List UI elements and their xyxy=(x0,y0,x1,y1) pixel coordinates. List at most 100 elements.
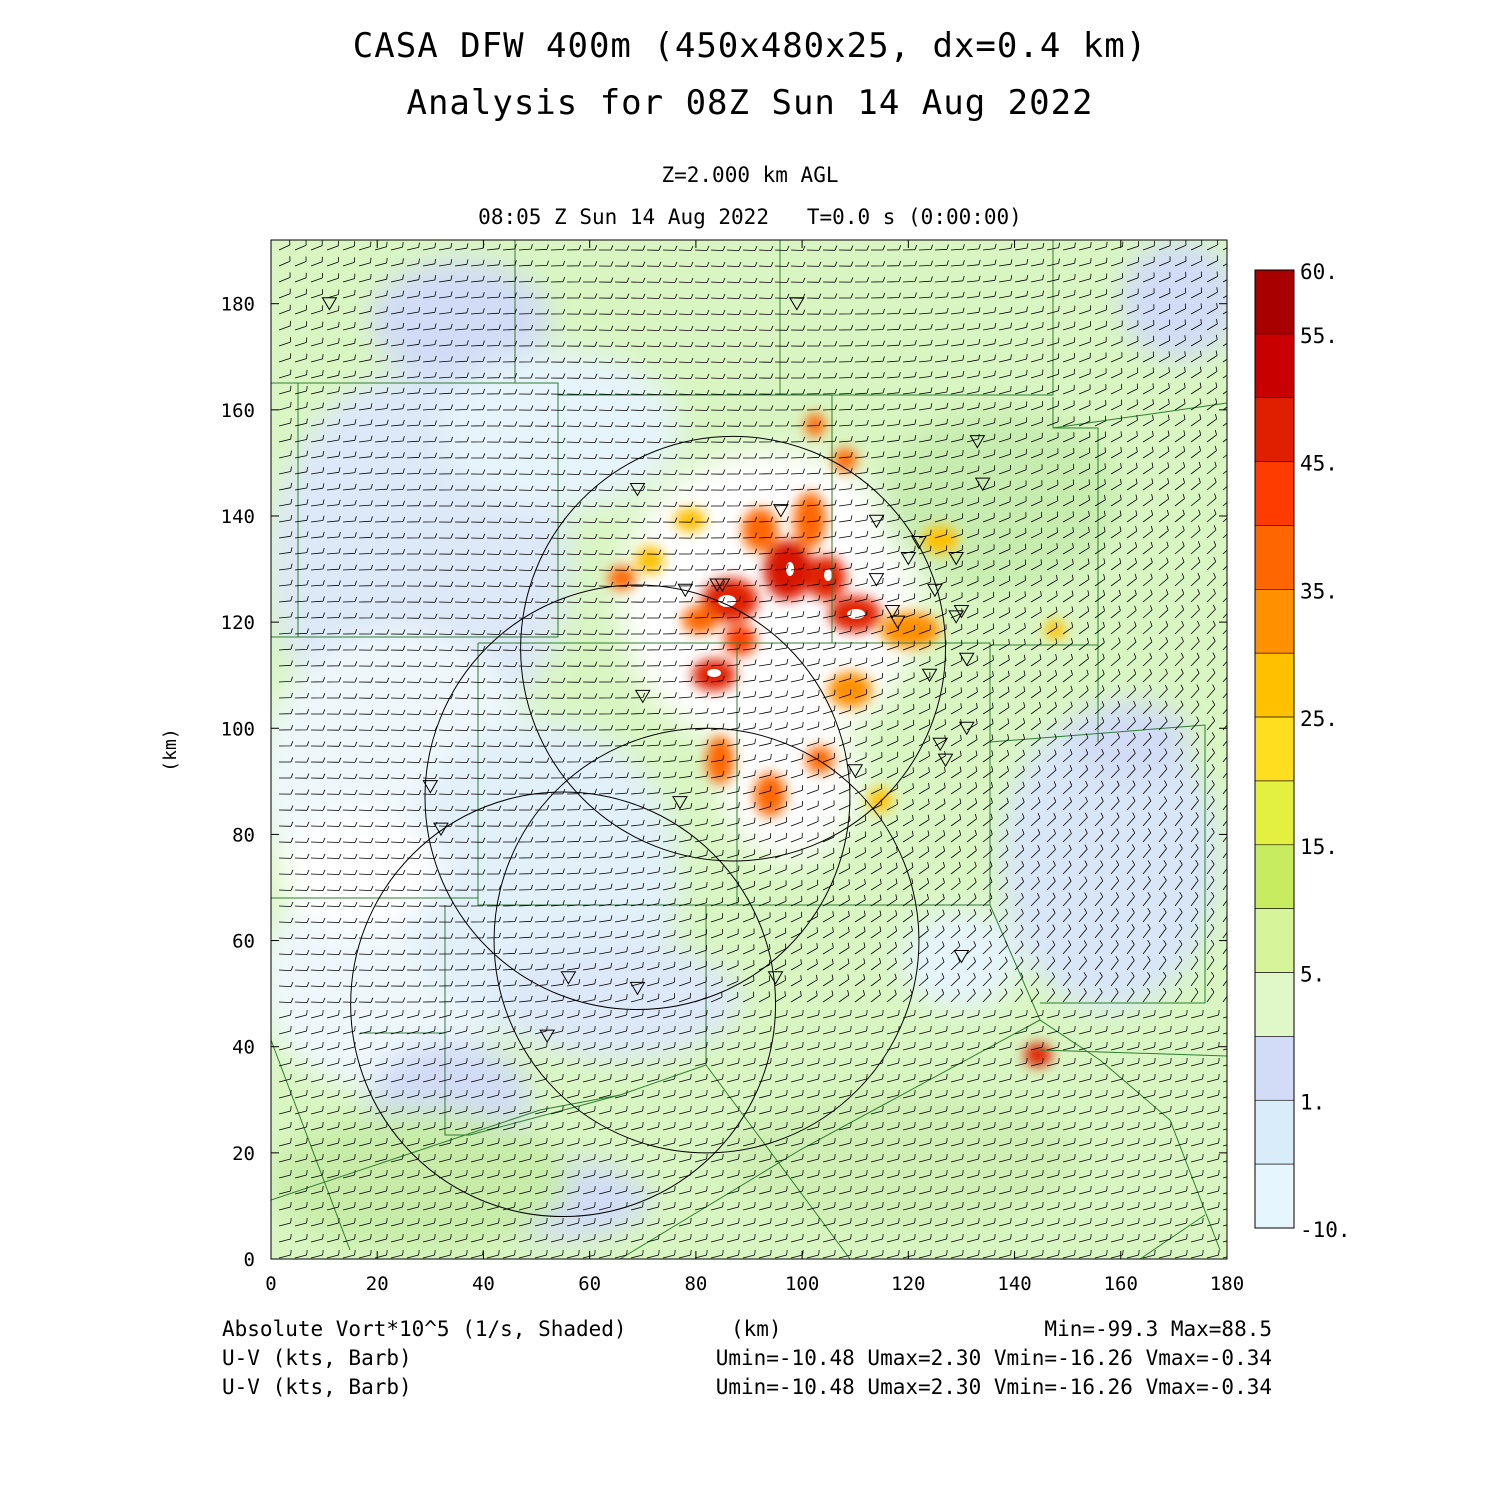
plot-frame xyxy=(270,239,1228,1260)
x-tick-label: 0 xyxy=(265,1273,276,1295)
min-max-readout: Min=-99.3 Max=88.5 xyxy=(1044,1317,1272,1341)
colorbar-label: 25. xyxy=(1300,707,1338,731)
wind-stats-2: Umin=-10.48 Umax=2.30 Vmin=-16.26 Vmax=-… xyxy=(715,1375,1272,1399)
chart-title-line2: Analysis for 08Z Sun 14 Aug 2022 xyxy=(406,83,1094,123)
y-axis: 0 20 40 60 80 100 120 140 160 180 xyxy=(221,294,1227,1271)
x-tick-label: 100 xyxy=(785,1273,819,1295)
station-marker xyxy=(948,610,965,624)
colorbar-segment xyxy=(1254,652,1295,718)
time-subtitle: 08:05 Z Sun 14 Aug 2022 T=0.0 s (0:00:00… xyxy=(478,205,1022,229)
station-marker xyxy=(539,1029,556,1044)
y-tick-label: 100 xyxy=(221,718,255,740)
station-marker xyxy=(868,573,885,587)
colorbar-segment xyxy=(1254,716,1295,782)
station-marker xyxy=(634,689,651,704)
station-marker xyxy=(953,605,970,619)
vorticity-maxima xyxy=(608,413,1065,1067)
radar-range-ring xyxy=(493,727,920,1154)
station-marker xyxy=(884,605,901,619)
field-label-vorticity: Absolute Vort*10^5 (1/s, Shaded) xyxy=(222,1317,627,1341)
station-marker xyxy=(932,737,949,752)
station-marker xyxy=(900,551,917,566)
colorbar-label: 5. xyxy=(1300,963,1325,987)
x-tick-label: 60 xyxy=(578,1273,601,1295)
field-label-wind-1: U-V (kts, Barb) xyxy=(222,1346,412,1370)
station-marker xyxy=(560,971,577,985)
field-label-wind-2: U-V (kts, Barb) xyxy=(222,1375,412,1399)
x-axis-label: (km) xyxy=(731,1317,782,1341)
station-marker xyxy=(958,652,975,667)
x-tick-label: 160 xyxy=(1104,1273,1138,1295)
colorbar-label: 1. xyxy=(1300,1090,1325,1114)
station-marker xyxy=(889,615,906,630)
wind-barb-field xyxy=(278,240,1227,1259)
wind-stats-1: Umin=-10.48 Umax=2.30 Vmin=-16.26 Vmax=-… xyxy=(715,1346,1272,1370)
colorbar-segment xyxy=(1254,780,1295,846)
colorbar-segment xyxy=(1254,1099,1295,1165)
radar-range-ring xyxy=(350,791,777,1218)
y-tick-label: 80 xyxy=(232,824,255,846)
y-axis-label: (km) xyxy=(160,728,181,771)
station-marker xyxy=(868,514,885,529)
colorbar-segment xyxy=(1254,269,1295,335)
station-marker xyxy=(847,764,864,778)
y-tick-label: 20 xyxy=(232,1143,255,1165)
station-marker xyxy=(767,971,784,985)
radar-range-ring xyxy=(520,435,947,862)
station-marker xyxy=(422,780,439,794)
station-marker xyxy=(672,796,688,810)
level-subtitle: Z=2.000 km AGL xyxy=(661,163,839,187)
colorbar-frame xyxy=(1254,269,1295,1229)
x-tick-label: 20 xyxy=(366,1273,389,1295)
colorbar-segment xyxy=(1254,844,1295,909)
wind-barbs xyxy=(278,240,1227,1259)
station-marker xyxy=(629,981,646,996)
colorbar-segment xyxy=(1254,908,1295,973)
x-tick-label: 80 xyxy=(684,1273,707,1295)
y-tick-label: 40 xyxy=(232,1037,255,1059)
colorbar-segment xyxy=(1254,333,1295,399)
colorbar-segment xyxy=(1254,1036,1295,1101)
colorbar-label: 35. xyxy=(1300,579,1338,603)
station-marker xyxy=(911,536,927,550)
station-marker xyxy=(433,822,449,837)
x-tick-label: 120 xyxy=(891,1273,925,1295)
radar-range-ring xyxy=(424,584,851,1011)
x-tick-label: 140 xyxy=(997,1273,1031,1295)
colorbar: 60. 55. 45. 35. 25. 15. 5. 1. -10. xyxy=(1254,260,1351,1242)
station-marker xyxy=(788,297,805,311)
colorbar-segment xyxy=(1254,525,1295,590)
station-marker xyxy=(921,668,938,683)
station-marker xyxy=(714,578,731,592)
station-marker xyxy=(677,583,694,598)
colorbar-label: 55. xyxy=(1300,324,1338,348)
x-tick-label: 40 xyxy=(472,1273,495,1295)
station-marker xyxy=(927,583,943,598)
station-marker xyxy=(974,477,991,492)
chart-title-line1: CASA DFW 400m (450x480x25, dx=0.4 km) xyxy=(352,26,1148,66)
y-tick-label: 120 xyxy=(221,612,255,634)
station-markers xyxy=(321,297,991,1044)
radar-range-rings xyxy=(350,435,947,1218)
vorticity-white-centers xyxy=(707,562,865,677)
station-marker xyxy=(953,949,970,964)
colorbar-segment xyxy=(1254,589,1295,654)
map-plot-area xyxy=(271,240,1227,1259)
colorbar-label: 15. xyxy=(1300,835,1338,859)
station-marker xyxy=(321,297,338,311)
y-tick-label: 0 xyxy=(244,1249,255,1271)
station-marker xyxy=(629,482,646,497)
station-marker xyxy=(958,721,975,736)
y-tick-label: 160 xyxy=(221,400,255,422)
colorbar-segment xyxy=(1254,461,1295,526)
y-tick-label: 60 xyxy=(232,931,255,953)
colorbar-segment xyxy=(1254,1163,1295,1229)
colorbar-label: -10. xyxy=(1300,1218,1351,1242)
x-tick-label: 180 xyxy=(1210,1273,1244,1295)
colorbar-segment xyxy=(1254,972,1295,1037)
station-marker xyxy=(948,551,965,566)
colorbar-label: 45. xyxy=(1300,452,1338,476)
colorbar-segment xyxy=(1254,397,1295,462)
y-tick-label: 140 xyxy=(221,506,255,528)
